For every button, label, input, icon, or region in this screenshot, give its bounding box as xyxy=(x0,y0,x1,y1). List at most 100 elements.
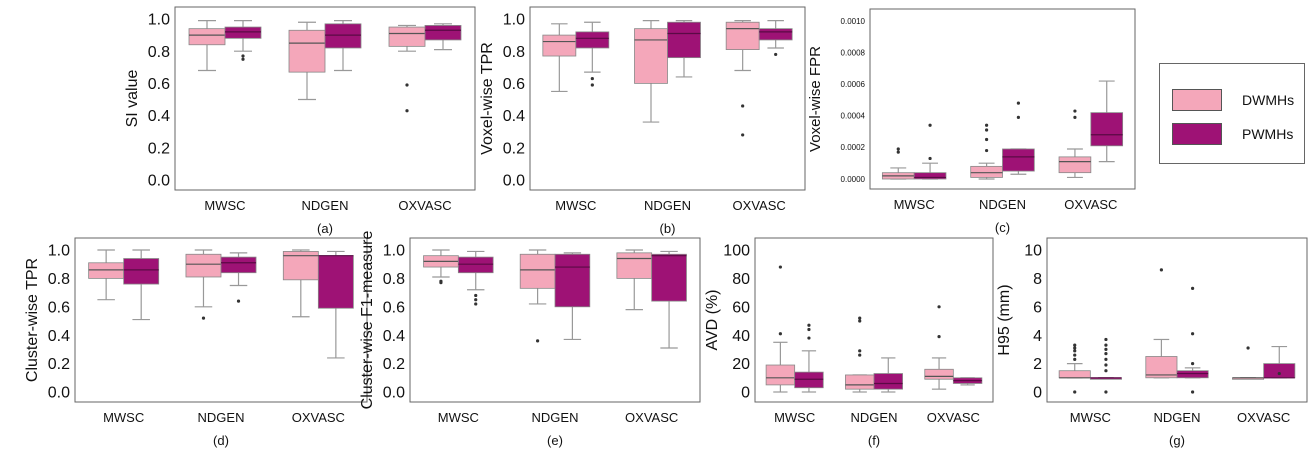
outlier-point xyxy=(1104,343,1108,347)
outlier-point xyxy=(1016,101,1021,105)
box-dwmhs xyxy=(1058,370,1091,379)
y-tick-label: 0.0010 xyxy=(841,17,866,26)
y-tick-label: 4 xyxy=(1033,328,1042,345)
outlier-point xyxy=(741,104,745,108)
outlier-point xyxy=(241,54,245,58)
outlier-point xyxy=(1016,115,1021,119)
y-tick-label: 0.6 xyxy=(148,76,170,93)
box-pwmhs xyxy=(575,31,610,49)
box-dwmhs xyxy=(88,262,125,279)
outlier-point xyxy=(858,353,862,357)
legend: DWMHs PWMHs xyxy=(1159,63,1305,164)
x-tick-label: OXVASC xyxy=(927,410,980,425)
y-tick-label: 8 xyxy=(1033,271,1042,288)
chart-panel: 0 20 40 60 80 100 AVD (%) MWSC NDGEN OXVASC (f) xyxy=(704,237,994,448)
x-tick-label: OXVASC xyxy=(733,198,786,213)
outlier-point xyxy=(1073,346,1077,350)
box-pwmhs xyxy=(554,253,591,308)
x-tick-label: OXVASC xyxy=(625,410,678,425)
box-dwmhs xyxy=(845,374,875,390)
legend-label-pwmhs: PWMHs xyxy=(1242,126,1294,142)
x-tick-label: NDGEN xyxy=(198,410,245,425)
legend-item-pwmhs: PWMHs xyxy=(1172,122,1293,146)
box-pwmhs xyxy=(324,23,362,49)
panel-caption: (a) xyxy=(317,221,333,236)
y-tick-label: 1.0 xyxy=(148,12,170,29)
y-tick-label: 0.2 xyxy=(503,140,525,157)
y-axis-label: Voxel-wise FPR xyxy=(807,46,824,152)
y-tick-label: 1.0 xyxy=(503,12,525,29)
box-pwmhs xyxy=(1263,363,1296,379)
chart-panel: 0.0 0.2 0.4 0.6 0.8 1.0 Voxel-wise TPR MWSC NDGE… xyxy=(479,6,806,236)
y-tick-label: 1.0 xyxy=(383,243,405,260)
box-dwmhs xyxy=(765,364,796,386)
y-tick-label: 6 xyxy=(1033,299,1042,316)
legend-swatch-dwmhs xyxy=(1172,89,1222,111)
outlier-point xyxy=(858,319,862,323)
outlier-point xyxy=(1191,390,1195,394)
box-pwmhs xyxy=(424,25,462,41)
y-tick-label: 0.6 xyxy=(503,76,525,93)
outlier-point xyxy=(474,302,478,306)
x-tick-label: OXVASC xyxy=(1064,197,1117,212)
y-tick-label: 0.0006 xyxy=(841,80,866,89)
y-axis-label: Voxel-wise TPR xyxy=(479,42,496,155)
outlier-point xyxy=(1104,357,1108,361)
x-tick-label: NDGEN xyxy=(851,410,898,425)
y-tick-label: 0.0 xyxy=(48,385,70,402)
y-tick-label: 0.0004 xyxy=(841,112,866,121)
box-dwmhs xyxy=(288,29,326,73)
y-tick-label: 0.0 xyxy=(148,173,170,190)
legend-item-dwmhs: DWMHs xyxy=(1172,88,1294,112)
plot-frame xyxy=(529,6,806,191)
y-tick-label: 0.0 xyxy=(503,173,525,190)
outlier-point xyxy=(1073,115,1077,119)
outlier-point xyxy=(1104,369,1108,373)
outlier-point xyxy=(1104,347,1108,351)
outlier-point xyxy=(1104,352,1108,356)
outlier-point xyxy=(985,137,989,142)
x-tick-label: MWSC xyxy=(103,410,144,425)
box-pwmhs xyxy=(667,21,701,59)
outlier-point xyxy=(858,349,862,353)
outlier-point xyxy=(439,281,443,285)
outlier-point xyxy=(536,339,540,343)
chart-panel: 0.0000 0.0002 0.0004 0.0006 0.0008 0.0010 Voxe… xyxy=(807,8,1136,235)
y-tick-label: 0.0 xyxy=(383,385,405,402)
y-tick-label: 0.8 xyxy=(503,44,525,61)
y-tick-label: 0.0002 xyxy=(841,143,866,152)
y-tick-label: 80 xyxy=(732,271,750,288)
outlier-point xyxy=(1159,268,1163,272)
box-dwmhs xyxy=(970,165,1003,178)
outlier-point xyxy=(1073,353,1077,357)
outlier-point xyxy=(778,265,782,269)
outlier-point xyxy=(201,316,206,320)
y-tick-label: 2 xyxy=(1033,356,1042,373)
outlier-point xyxy=(928,156,932,161)
outlier-point xyxy=(1104,390,1108,394)
y-tick-label: 40 xyxy=(732,328,750,345)
box-pwmhs xyxy=(1090,112,1124,147)
outlier-point xyxy=(1277,371,1281,376)
plot-frame xyxy=(1046,237,1308,403)
box-dwmhs xyxy=(924,368,954,380)
outlier-point xyxy=(1073,357,1077,361)
outlier-point xyxy=(1073,390,1077,394)
outlier-point xyxy=(985,128,989,132)
outlier-point xyxy=(778,332,782,336)
outlier-point xyxy=(474,293,478,298)
y-axis-label: Cluster-wise TPR xyxy=(24,258,41,382)
y-tick-label: 0.0008 xyxy=(841,48,866,57)
chart-panel: 0.0 0.2 0.4 0.6 0.8 1.0 Cluster-wise TPR MWSC ND… xyxy=(24,237,368,448)
y-tick-label: 0.4 xyxy=(383,328,405,345)
box-dwmhs xyxy=(1058,156,1092,174)
outlier-point xyxy=(741,133,745,137)
y-tick-label: 0.2 xyxy=(383,356,405,373)
y-tick-label: 0.2 xyxy=(148,140,170,157)
y-tick-label: 0.8 xyxy=(48,271,70,288)
outlier-point xyxy=(241,57,245,61)
outlier-point xyxy=(1191,362,1195,366)
outlier-point xyxy=(1073,109,1077,113)
y-axis-label: SI value xyxy=(124,69,141,127)
